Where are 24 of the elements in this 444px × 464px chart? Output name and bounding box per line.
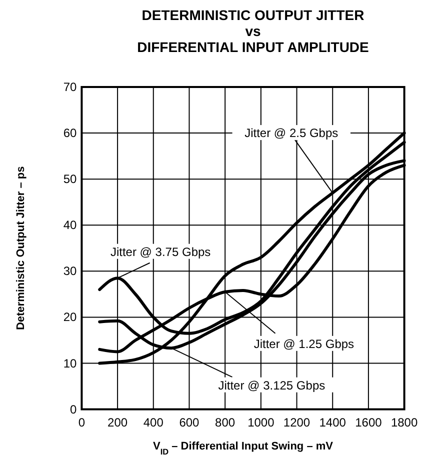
x-tick-label: 200 — [108, 415, 128, 430]
x-tick-label: 1000 — [248, 415, 275, 430]
annotation: Jitter @ 2.5 Gbps — [244, 126, 338, 140]
x-tick-label: 600 — [179, 415, 200, 430]
y-tick-label: 20 — [63, 310, 78, 324]
y-tick-label: 50 — [63, 172, 78, 186]
annotation: Jitter @ 3.125 Gbps — [218, 378, 326, 392]
x-tick-label: 1400 — [319, 415, 346, 430]
annotation: Jitter @ 1.25 Gbps — [254, 336, 354, 351]
x-tick-label: 400 — [143, 415, 164, 430]
y-tick-label: 70 — [63, 80, 78, 94]
x-tick-label: 1600 — [355, 415, 382, 430]
annotation: Jitter @ 3.75 Gbps — [110, 244, 211, 259]
y-tick-label: 40 — [63, 218, 78, 232]
x-tick-label: 800 — [215, 415, 236, 430]
x-tick-label: 1800 — [390, 415, 418, 430]
y-tick-label: 60 — [63, 126, 78, 140]
chart-title: DETERMINISTIC OUTPUT JITTER vs DIFFERENTIAL INPUT AMPLITUDE — [137, 7, 369, 55]
y-tick-label: 0 — [70, 402, 78, 416]
x-tick-label: 1200 — [283, 415, 310, 430]
y-axis-title: Deterministic Output Jitter – ps — [15, 166, 27, 330]
x-axis-title: V$_{ID}$ – Differential Input Swing – mV — [152, 440, 334, 456]
y-tick-label: 10 — [63, 356, 78, 370]
y-tick-label: 30 — [63, 264, 78, 278]
